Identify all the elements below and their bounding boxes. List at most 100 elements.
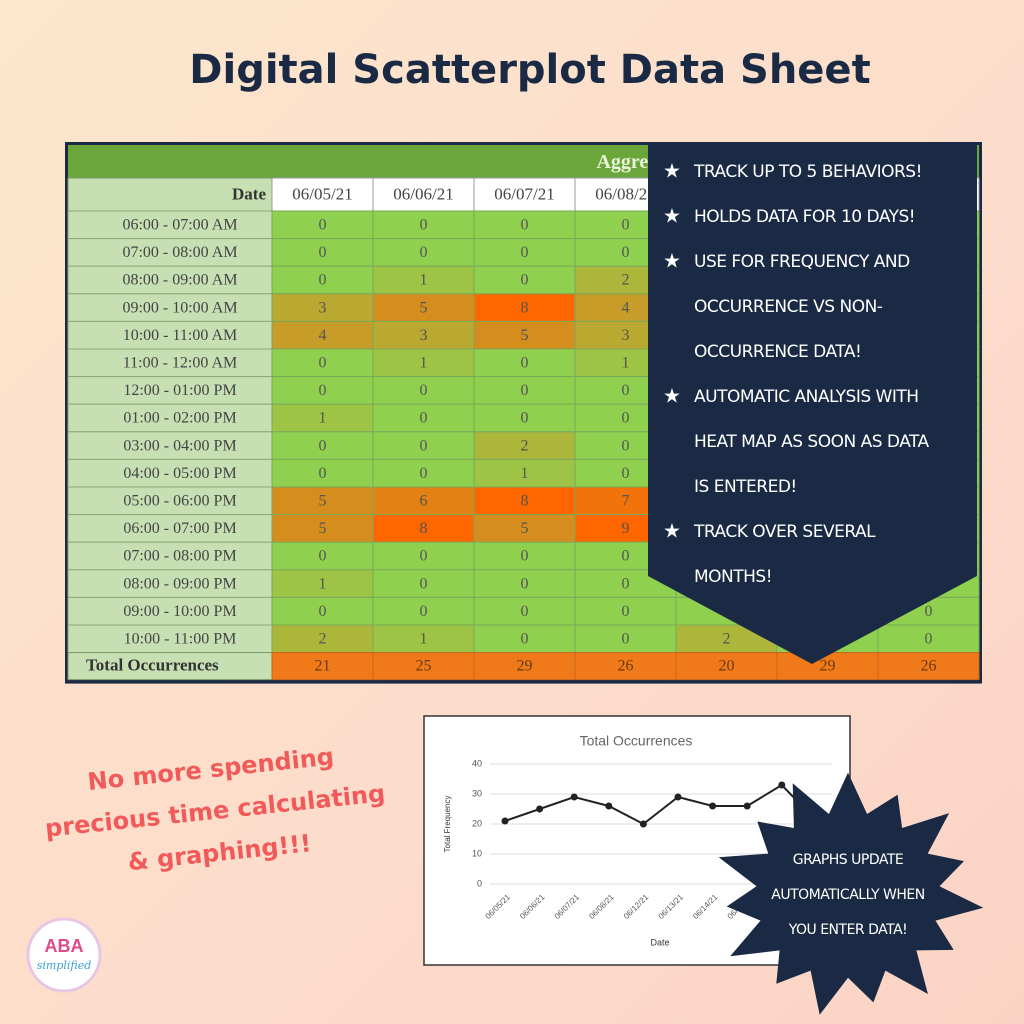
y-tick-label: 40 [472,758,482,768]
heat-cell [271,624,374,654]
date: 06/07/21 [494,184,554,203]
chart-title: Total Occurrences [580,733,693,749]
cell-value: 0 [925,603,933,620]
total-value: 29 [517,657,533,674]
total-cell [271,652,374,681]
heat-cell [877,624,980,654]
heat-cell [271,376,374,405]
cell-value: 0 [420,216,428,233]
bullet-text: MONTHS! [694,567,772,587]
point [639,820,647,828]
heat-cell [473,265,576,295]
cell-value: 0 [420,575,428,592]
cell-value: 0 [319,354,327,371]
y-tick-label: 10 [472,848,482,858]
total-value: 21 [315,657,331,674]
total-value: 29 [820,657,836,674]
time-cell [67,514,273,543]
cell-value: 0 [622,437,630,454]
y-tick-label: 30 [472,788,482,798]
heat-cell [473,238,576,267]
date: 06/06/21 [393,184,453,203]
heat-cell [372,486,475,516]
point [743,802,751,810]
total-value: 26 [921,657,937,674]
heat-cell [473,293,576,322]
time-label: 01:00 - 02:00 PM [123,410,236,427]
cell-value: 0 [622,216,630,233]
cell-value: 0 [622,603,630,620]
time-label: 06:00 - 07:00 AM [122,216,237,233]
callout-shape [648,142,977,664]
heat-cell [372,238,475,267]
heat-cell [473,541,576,571]
cell-value: 0 [622,465,630,482]
cell-value: 0 [521,630,529,647]
time-label: 10:00 - 11:00 AM [123,327,238,344]
time-cell [67,569,273,598]
bullet-text: HOLDS DATA FOR 10 DAYS! [694,207,915,227]
cell-value: 0 [622,244,630,261]
y-axis-label: Total Frequency [443,796,452,853]
cell-value: 0 [521,272,529,289]
total-label-bg [67,652,273,681]
badge: GRAPHS UPDATE AUTOMATICALLY WHEN YOU ENTER… [718,772,984,1015]
cell-value: 2 [521,437,529,454]
cell-value: 4 [319,327,327,344]
heat-cell [271,596,374,626]
cell-value: 0 [622,575,630,592]
cell-value: 0 [319,216,327,233]
cell-value: 0 [319,603,327,620]
time-label: 10:00 - 11:00 PM [124,630,237,647]
bullet-star: ★ [663,250,681,272]
point [778,781,786,789]
cell-value: 1 [521,465,529,482]
cell-value: 8 [521,299,529,316]
cell-value: 0 [420,410,428,427]
heat-cell [473,514,576,543]
cell-value: 1 [319,410,327,427]
callout: ★ TRACK UP TO 5 BEHAVIORS! ★ HOLDS DATA FOR… [648,142,977,664]
bullet-star: ★ [663,520,681,542]
bullet-text: TRACK UP TO 5 BEHAVIORS! [693,162,922,182]
heat-cell [473,596,576,626]
time-label: 09:00 - 10:00 AM [122,299,237,316]
time-label: 07:00 - 08:00 AM [122,244,237,261]
heat-cell [473,403,576,433]
cell-value: 0 [319,548,327,565]
cell-value: 0 [319,437,327,454]
cell-value: 0 [521,410,529,427]
x-axis-label: Date [650,937,669,947]
cell-value: 0 [420,603,428,620]
bullet-text: AUTOMATIC ANALYSIS WITH [694,387,919,407]
cell-value: 0 [521,603,529,620]
heat-cell [271,293,374,322]
cell-value: 0 [521,354,529,371]
heat-cell [473,210,576,240]
time-cell [67,486,273,516]
point [674,793,682,801]
time-cell [67,265,273,295]
cell-value: 5 [319,520,327,537]
cell-value: 5 [319,492,327,509]
heat-cell [271,514,374,543]
heat-cell [271,348,374,378]
cell-value: 0 [319,244,327,261]
heat-cell [372,403,475,433]
cell-value: 7 [622,492,630,509]
total-value: 25 [416,657,432,674]
cell-value: 0 [521,548,529,565]
logo-text: ABA [45,936,84,956]
cell-value: 0 [420,244,428,261]
page-title: Digital Scatterplot Data Sheet [189,47,870,93]
cell-value: 6 [420,492,428,509]
point [570,793,578,801]
total-cell [877,652,980,681]
cell-value: 3 [319,299,327,316]
cell-value: 0 [319,382,327,399]
bullet-text: OCCURRENCE VS NON- [694,297,883,317]
badge-text: GRAPHS UPDATE [793,852,904,868]
badge-text: AUTOMATICALLY WHEN [771,887,924,903]
total-value: 20 [719,657,735,674]
time-label: 03:00 - 04:00 PM [123,437,236,454]
